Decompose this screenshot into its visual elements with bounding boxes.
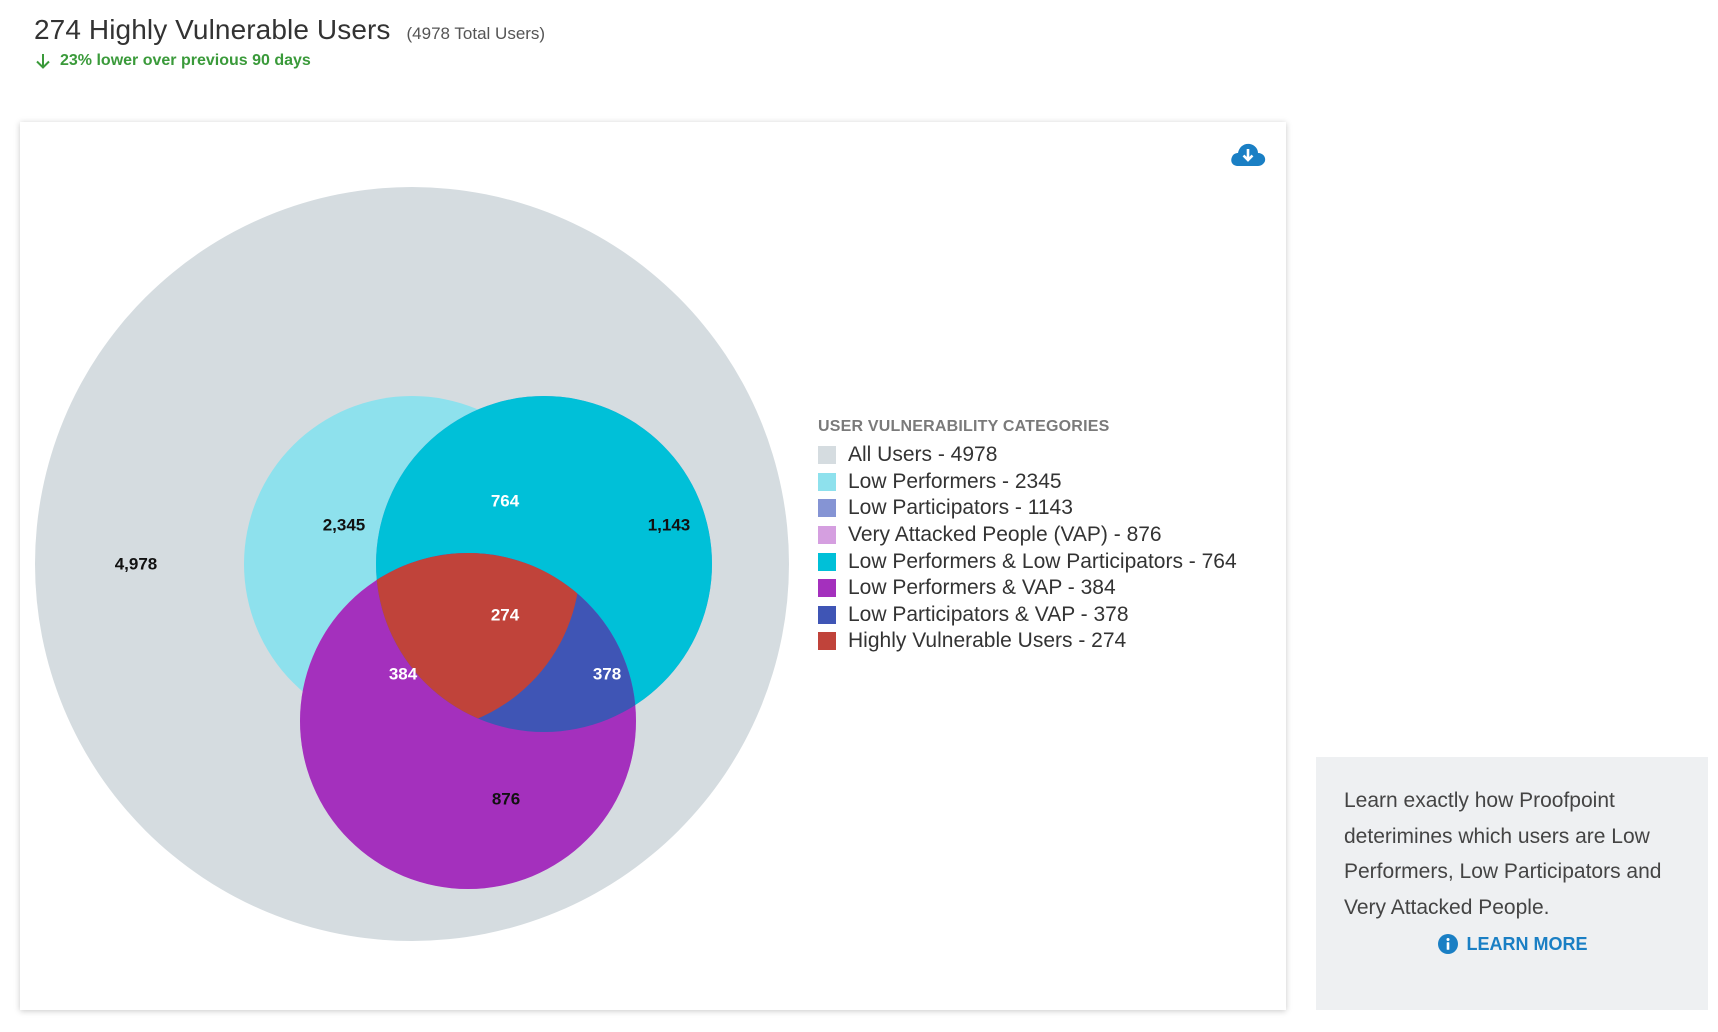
venn-data-label: 384: [389, 664, 418, 683]
legend-swatch: [818, 499, 836, 518]
trend-indicator: 23% lower over previous 90 days: [34, 52, 545, 70]
legend-swatch: [818, 552, 836, 571]
legend-label: All Users - 4978: [848, 443, 998, 467]
venn-data-label: 876: [492, 789, 520, 808]
learn-more-link[interactable]: LEARN MORE: [1344, 933, 1680, 955]
legend-swatch: [818, 605, 836, 624]
legend-item: Low Participators - 1143: [818, 495, 1237, 522]
page-title: 274 Highly Vulnerable Users: [34, 14, 391, 45]
legend-swatch: [818, 472, 836, 491]
legend-item: Low Performers & VAP - 384: [818, 575, 1237, 602]
legend-swatch: [818, 446, 836, 465]
legend-label: Highly Vulnerable Users - 274: [848, 629, 1127, 653]
chart-legend: USER VULNERABILITY CATEGORIES All Users …: [818, 418, 1237, 655]
legend-label: Low Participators - 1143: [848, 496, 1073, 520]
info-panel: Learn exactly how Proofpoint deterimines…: [1316, 757, 1708, 1010]
legend-item: Low Performers - 2345: [818, 469, 1237, 496]
total-users-count: (4978 Total Users): [406, 24, 546, 43]
legend-item: Highly Vulnerable Users - 274: [818, 628, 1237, 655]
venn-diagram: 4,978 2,345 1,143 876 764 384 378 274: [35, 187, 789, 941]
legend-item: Low Participators & VAP - 378: [818, 602, 1237, 629]
legend-title: USER VULNERABILITY CATEGORIES: [818, 418, 1110, 435]
venn-region-highly-vulnerable-users: [376, 553, 580, 732]
legend-swatch: [818, 526, 836, 545]
legend-item: All Users - 4978: [818, 442, 1237, 469]
venn-data-label: 764: [491, 491, 520, 510]
cloud-download-icon[interactable]: [1228, 140, 1268, 170]
info-icon: [1437, 934, 1458, 954]
legend-swatch: [818, 579, 836, 598]
legend-label: Very Attacked People (VAP) - 876: [848, 523, 1162, 547]
trend-text: 23% lower over previous 90 days: [60, 52, 311, 69]
legend-label: Low Participators & VAP - 378: [848, 602, 1129, 626]
learn-more-label: LEARN MORE: [1466, 933, 1588, 954]
legend-label: Low Performers - 2345: [848, 469, 1062, 493]
venn-data-label: 274: [491, 605, 520, 624]
page-header: 274 Highly Vulnerable Users (4978 Total …: [34, 14, 545, 70]
venn-data-label: 4,978: [115, 554, 158, 573]
legend-swatch: [818, 632, 836, 651]
venn-data-label: 378: [593, 664, 621, 683]
info-text: Learn exactly how Proofpoint deterimines…: [1344, 789, 1662, 919]
legend-item: Very Attacked People (VAP) - 876: [818, 522, 1237, 549]
venn-chart-card: 4,978 2,345 1,143 876 764 384 378 274 USER VULN…: [20, 122, 1286, 1010]
venn-data-label: 2,345: [323, 515, 366, 534]
arrow-down-icon: [36, 54, 50, 69]
legend-label: Low Performers & VAP - 384: [848, 576, 1116, 600]
legend-label: Low Performers & Low Participators - 764: [848, 549, 1237, 573]
legend-item: Low Performers & Low Participators - 764: [818, 548, 1237, 575]
venn-data-label: 1,143: [648, 515, 691, 534]
